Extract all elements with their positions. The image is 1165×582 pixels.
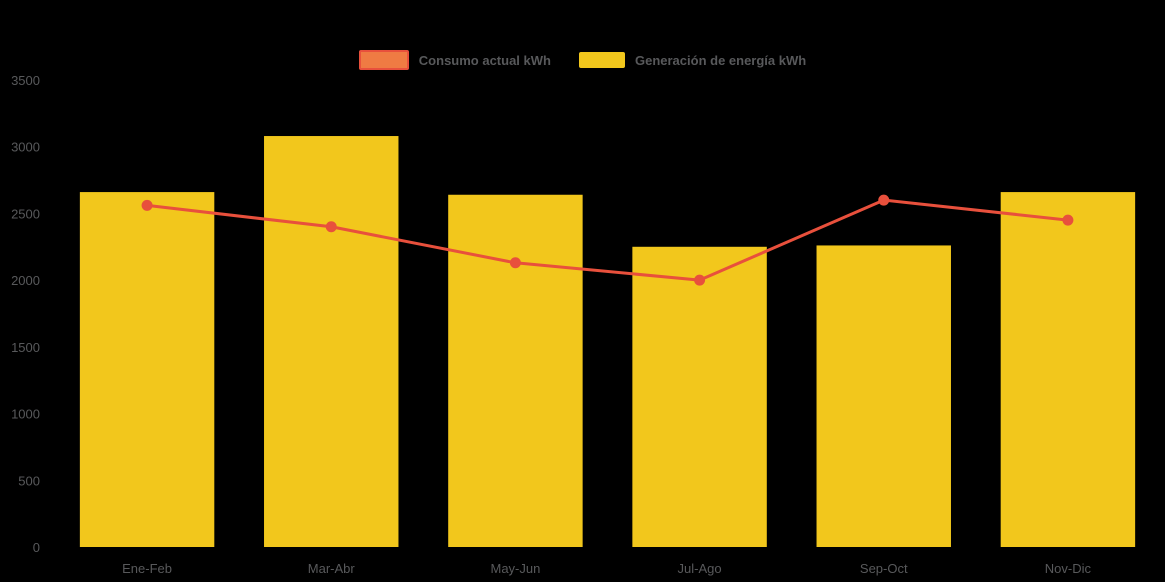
generacion-bar-Mar-Abr[interactable] xyxy=(264,136,399,548)
generacion-bar-Sep-Oct[interactable] xyxy=(816,245,951,548)
x-axis-label-Sep-Oct: Sep-Oct xyxy=(860,561,908,576)
y-axis-tick-label: 500 xyxy=(18,473,40,488)
x-axis-label-Mar-Abr: Mar-Abr xyxy=(308,561,356,576)
y-axis-tick-label: 2500 xyxy=(11,206,40,221)
y-axis-tick-label: 3000 xyxy=(11,140,40,155)
consumo-point-Mar-Abr[interactable] xyxy=(325,221,337,233)
consumo-point-Nov-Dic[interactable] xyxy=(1062,214,1074,226)
y-axis-tick-label: 0 xyxy=(33,540,40,555)
consumo-point-May-Jun[interactable] xyxy=(509,257,521,269)
x-axis-label-Jul-Ago: Jul-Ago xyxy=(678,561,722,576)
generacion-bar-May-Jun[interactable] xyxy=(448,194,583,547)
consumo-legend-label: Consumo actual kWh xyxy=(418,52,551,68)
x-axis-label-Ene-Feb: Ene-Feb xyxy=(122,561,172,576)
generacion-bar-Jul-Ago[interactable] xyxy=(632,246,767,548)
legend-item-generacion[interactable]: Generación de energía kWh xyxy=(578,52,807,68)
consumo-point-Sep-Oct[interactable] xyxy=(878,194,890,206)
generacion-legend-label: Generación de energía kWh xyxy=(634,52,807,68)
generacion-legend-swatch xyxy=(578,52,625,68)
y-axis-tick-label: 1000 xyxy=(11,407,40,422)
consumo-point-Ene-Feb[interactable] xyxy=(141,199,153,211)
chart-legend: Consumo actual kWh Generación de energía… xyxy=(0,50,1165,70)
consumo-line xyxy=(145,198,1070,282)
consumo-legend-swatch xyxy=(358,50,409,70)
generacion-bar-Ene-Feb[interactable] xyxy=(79,192,215,547)
consumo-point-Jul-Ago[interactable] xyxy=(694,274,706,286)
x-axis-label-Nov-Dic: Nov-Dic xyxy=(1045,561,1092,576)
y-axis-tick-label: 2000 xyxy=(11,273,40,288)
x-axis-label-May-Jun: May-Jun xyxy=(490,561,540,576)
y-axis-tick-label: 3500 xyxy=(11,73,40,88)
generacion-bar-Nov-Dic[interactable] xyxy=(1000,192,1136,547)
y-axis-tick-label: 1500 xyxy=(11,340,40,355)
legend-item-consumo[interactable]: Consumo actual kWh xyxy=(358,50,551,70)
